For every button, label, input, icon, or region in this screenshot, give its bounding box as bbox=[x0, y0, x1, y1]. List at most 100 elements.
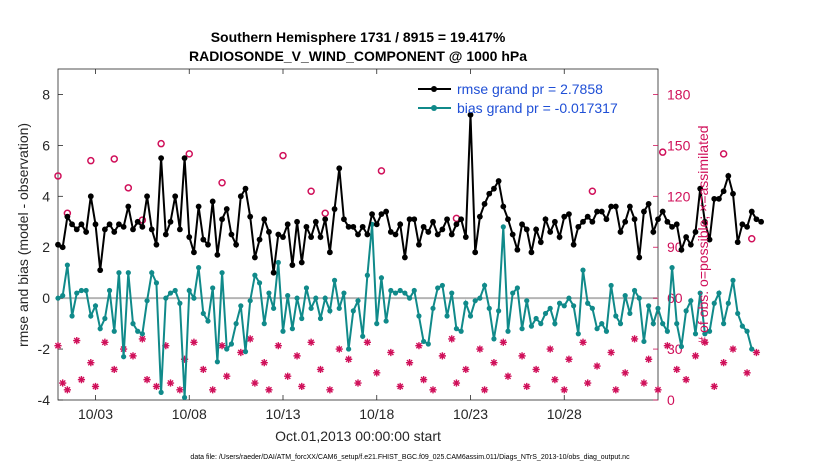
obs-assimilated-marker bbox=[438, 352, 446, 360]
bias-point bbox=[510, 290, 516, 296]
bias-point bbox=[153, 280, 160, 286]
rmse-point bbox=[664, 218, 671, 225]
obs-assimilated-marker bbox=[129, 352, 137, 360]
bias-point bbox=[196, 265, 202, 271]
bias-point bbox=[313, 295, 319, 301]
obs-assimilated-marker bbox=[138, 335, 146, 343]
rmse-point bbox=[158, 155, 165, 162]
bias-point bbox=[688, 298, 694, 304]
obs-assimilated-marker bbox=[176, 386, 184, 394]
rmse-point bbox=[659, 208, 666, 215]
bias-point bbox=[116, 270, 122, 276]
bias-point bbox=[430, 305, 436, 311]
bias-point bbox=[350, 308, 356, 314]
rmse-point bbox=[645, 201, 652, 207]
obs-assimilated-marker bbox=[101, 338, 109, 346]
rmse-point bbox=[730, 190, 736, 197]
y-left-tick-label: 4 bbox=[42, 188, 50, 204]
x-axis: 10/03 10/08 10/13 10/18 10/23 10/28 bbox=[78, 69, 582, 422]
rmse-point bbox=[397, 221, 404, 228]
rmse-point bbox=[247, 213, 254, 220]
bias-point bbox=[730, 277, 736, 283]
bias-point bbox=[678, 343, 685, 350]
bias-point bbox=[92, 303, 99, 309]
bias-point bbox=[571, 303, 577, 309]
obs-assimilated-marker bbox=[579, 338, 587, 346]
obs-assimilated-marker bbox=[218, 342, 226, 350]
rmse-point bbox=[317, 234, 324, 240]
rmse-point bbox=[603, 216, 610, 223]
rmse-point bbox=[345, 223, 352, 230]
rmse-point bbox=[425, 229, 432, 235]
legend-marker-rmse bbox=[431, 86, 437, 92]
obs-assimilated-marker bbox=[518, 352, 526, 360]
rmse-point bbox=[514, 246, 521, 253]
bias-point bbox=[617, 321, 624, 327]
obs-assimilated-marker bbox=[420, 376, 428, 384]
rmse-point bbox=[289, 262, 296, 268]
rmse-point bbox=[500, 203, 507, 210]
rmse-point bbox=[162, 231, 169, 238]
bias-point bbox=[421, 338, 427, 345]
obs-assimilated-marker bbox=[373, 369, 381, 377]
obs-possible-marker bbox=[321, 209, 329, 218]
bias-point bbox=[458, 328, 464, 334]
bias-point bbox=[641, 338, 647, 345]
rmse-point bbox=[580, 218, 586, 225]
bias-point bbox=[158, 389, 164, 395]
bias-point bbox=[219, 270, 225, 276]
bias-point bbox=[214, 359, 220, 365]
rmse-point bbox=[575, 223, 582, 230]
x-tick-label: 10/23 bbox=[453, 406, 488, 422]
rmse-point bbox=[191, 249, 197, 256]
bias-point bbox=[706, 328, 713, 334]
rmse-point bbox=[523, 226, 530, 233]
obs-assimilated-marker bbox=[490, 359, 498, 367]
bias-point bbox=[749, 346, 755, 352]
series-layer bbox=[54, 111, 765, 401]
bias-point bbox=[739, 323, 745, 329]
rmse-point bbox=[303, 223, 310, 230]
bias-point bbox=[561, 303, 567, 309]
bias-point bbox=[697, 290, 703, 296]
obs-assimilated-marker bbox=[345, 355, 353, 363]
obs-possible-marker bbox=[54, 172, 62, 180]
obs-assimilated-marker bbox=[335, 345, 343, 353]
y-right-tick-label: 90 bbox=[667, 239, 683, 255]
bias-point bbox=[364, 272, 370, 278]
bias-point bbox=[646, 303, 652, 309]
bias-point bbox=[744, 328, 750, 334]
bias-point bbox=[552, 321, 558, 327]
x-tick-label: 10/03 bbox=[78, 406, 113, 422]
x-tick-label: 10/28 bbox=[547, 406, 582, 422]
legend-marker-bias bbox=[431, 105, 437, 111]
y-axis-left: -4 -2 0 2 4 6 8 bbox=[38, 86, 63, 408]
bias-point bbox=[542, 310, 549, 317]
rmse-point bbox=[566, 211, 572, 218]
rmse-point bbox=[64, 213, 71, 220]
obs-assimilated-marker bbox=[162, 342, 170, 350]
rmse-point bbox=[716, 195, 722, 202]
bias-point bbox=[472, 298, 478, 304]
obs-assimilated-marker bbox=[584, 379, 592, 387]
rmse-point bbox=[294, 218, 300, 225]
rmse-point bbox=[692, 229, 699, 235]
rmse-point bbox=[758, 218, 765, 225]
bias-point bbox=[374, 321, 380, 327]
bias-point bbox=[341, 290, 347, 296]
rmse-point bbox=[673, 221, 680, 228]
rmse-point bbox=[551, 218, 558, 225]
rmse-point bbox=[237, 193, 244, 200]
bias-point bbox=[585, 300, 591, 306]
obs-assimilated-marker bbox=[91, 382, 100, 391]
obs-assimilated-marker bbox=[166, 379, 175, 387]
bias-point bbox=[533, 315, 539, 322]
y-left-tick-label: 6 bbox=[42, 137, 50, 153]
rmse-point bbox=[687, 241, 694, 248]
y-left-tick-label: 8 bbox=[42, 86, 50, 102]
bias-point bbox=[355, 298, 361, 304]
bias-point bbox=[528, 323, 535, 329]
obs-assimilated-marker bbox=[565, 355, 573, 363]
rmse-point bbox=[298, 259, 305, 266]
